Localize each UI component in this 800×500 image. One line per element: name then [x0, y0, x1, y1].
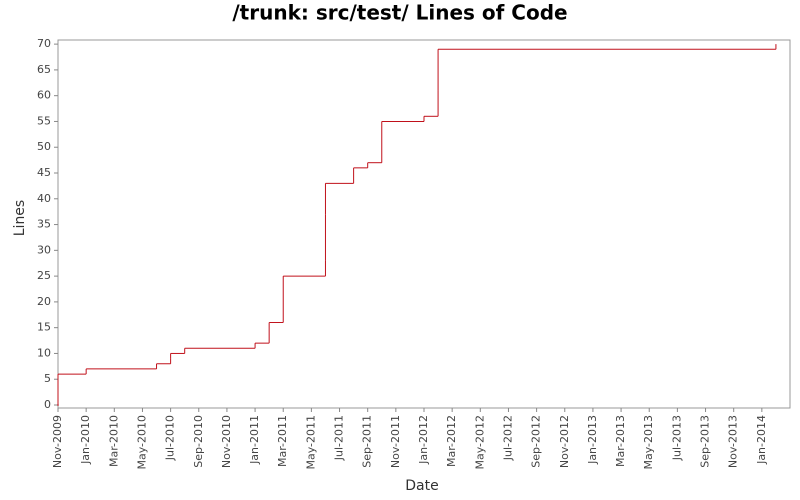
x-tick-label: Nov-2011 — [389, 415, 402, 468]
x-tick-label: Nov-2009 — [51, 415, 64, 468]
x-tick-label: Sep-2013 — [699, 415, 712, 468]
y-tick-label: 45 — [37, 166, 51, 179]
y-tick-label: 15 — [37, 321, 51, 334]
y-tick-label: 60 — [37, 89, 51, 102]
y-tick-label: 40 — [37, 192, 51, 205]
x-tick-label: Nov-2010 — [220, 415, 233, 468]
x-tick-label: Nov-2013 — [727, 415, 740, 468]
x-tick-label: Jul-2011 — [333, 415, 346, 461]
x-tick-label: Sep-2012 — [530, 415, 543, 468]
y-tick-label: 70 — [37, 37, 51, 50]
y-tick-label: 10 — [37, 346, 51, 359]
x-tick-label: May-2012 — [473, 415, 486, 470]
x-tick-label: Nov-2012 — [558, 415, 571, 468]
x-tick-label: Mar-2011 — [276, 415, 289, 467]
x-tick-label: Jan-2012 — [417, 415, 430, 465]
x-tick-label: Jul-2010 — [164, 415, 177, 461]
x-tick-label: Mar-2010 — [107, 415, 120, 467]
x-tick-label: Sep-2010 — [192, 415, 205, 468]
x-tick-label: May-2010 — [135, 415, 148, 470]
x-axis-label: Date — [405, 478, 438, 494]
x-tick-label: Jul-2012 — [501, 415, 514, 461]
x-tick-label: Jan-2013 — [586, 415, 599, 465]
x-tick-label: May-2013 — [642, 415, 655, 470]
x-tick-label: Mar-2013 — [614, 415, 627, 467]
y-tick-label: 20 — [37, 295, 51, 308]
x-tick-label: Jan-2010 — [79, 415, 92, 465]
x-tick-label: Sep-2011 — [361, 415, 374, 468]
y-tick-label: 65 — [37, 63, 51, 76]
x-tick-label: Jan-2011 — [248, 415, 261, 465]
y-tick-label: 5 — [44, 372, 51, 385]
y-tick-label: 0 — [44, 398, 51, 411]
y-axis-label: Lines — [12, 200, 28, 236]
y-tick-label: 25 — [37, 269, 51, 282]
y-tick-label: 35 — [37, 218, 51, 231]
x-tick-label: May-2011 — [304, 415, 317, 470]
y-tick-label: 50 — [37, 140, 51, 153]
x-tick-label: Jan-2014 — [755, 415, 768, 465]
chart-title: /trunk: src/test/ Lines of Code — [232, 1, 567, 25]
y-tick-label: 55 — [37, 114, 51, 127]
y-tick-label: 30 — [37, 243, 51, 256]
x-tick-label: Jul-2013 — [670, 415, 683, 461]
plot-area — [57, 39, 791, 409]
x-tick-label: Mar-2012 — [445, 415, 458, 467]
